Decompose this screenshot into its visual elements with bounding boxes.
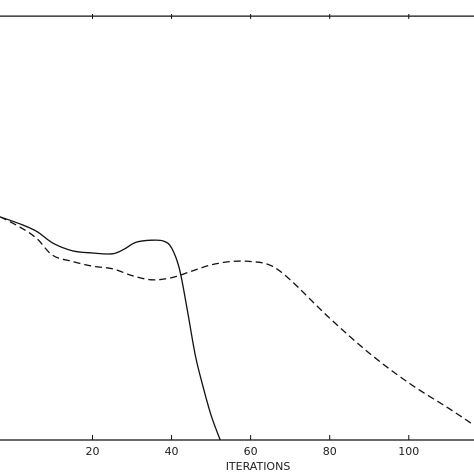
x-ticks-group: 20 40 60 80 100 [86, 14, 419, 458]
x-tick-label: 60 [244, 445, 258, 458]
x-axis-label: ITERATIONS [226, 460, 291, 473]
x-tick-label: 40 [165, 445, 179, 458]
series-line-1-solid [0, 216, 221, 441]
x-tick-label: 80 [323, 445, 337, 458]
x-tick-label: 20 [86, 445, 100, 458]
x-tick-label: 100 [398, 445, 419, 458]
series-line-2-dashed [0, 216, 474, 426]
series-layer [0, 15, 474, 441]
